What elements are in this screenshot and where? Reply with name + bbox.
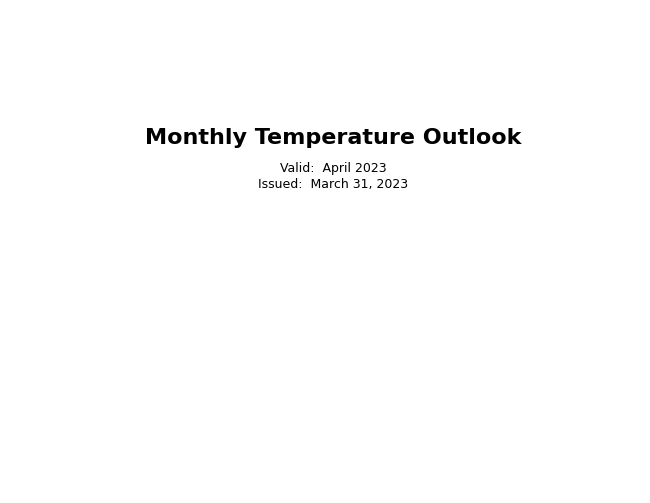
Text: Valid:  April 2023: Valid: April 2023 bbox=[280, 162, 387, 176]
Text: Issued:  March 31, 2023: Issued: March 31, 2023 bbox=[258, 178, 408, 191]
Text: Monthly Temperature Outlook: Monthly Temperature Outlook bbox=[145, 128, 521, 148]
